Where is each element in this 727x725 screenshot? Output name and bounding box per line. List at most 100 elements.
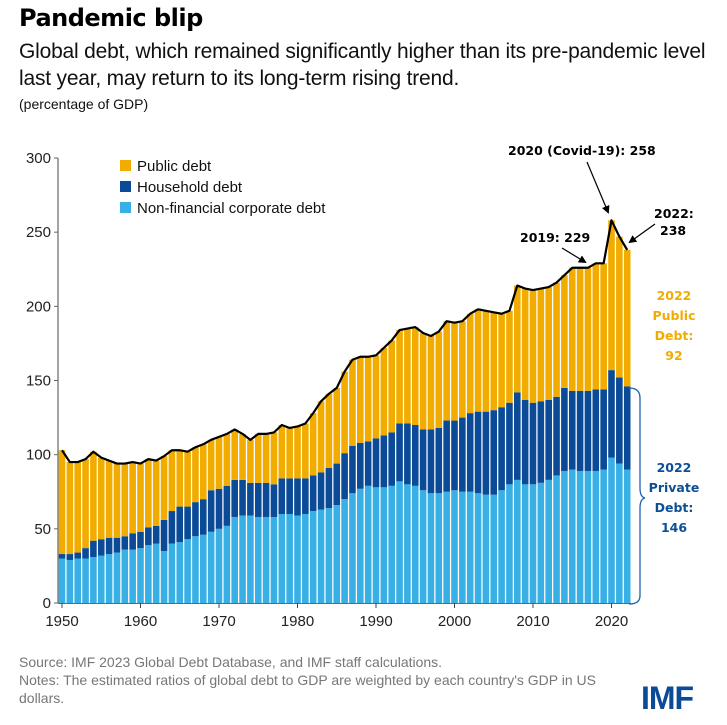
bar-corporate-2005 xyxy=(490,494,498,603)
bar-public-2022 xyxy=(623,249,631,387)
bar-corporate-1951 xyxy=(66,559,74,603)
bar-household-1971 xyxy=(223,485,231,526)
annotations-group: 2019: 229 2020 (Covid-19): 258 2022: 238 xyxy=(508,143,694,264)
bar-corporate-1998 xyxy=(435,493,443,603)
annotation-2019: 2019: 229 xyxy=(520,230,590,245)
legend-swatch-corporate xyxy=(120,202,131,213)
bar-corporate-1979 xyxy=(286,514,293,603)
bar-public-1979 xyxy=(286,427,293,479)
footer-notes: Source: IMF 2023 Global Debt Database, a… xyxy=(19,653,619,707)
bar-household-1986 xyxy=(341,453,348,500)
bar-household-1977 xyxy=(270,484,278,517)
bar-household-1983 xyxy=(317,472,325,510)
bar-corporate-1953 xyxy=(82,558,89,603)
bar-public-1957 xyxy=(113,463,121,538)
x-tick-label-1970: 1970 xyxy=(202,613,235,630)
bar-household-1982 xyxy=(309,475,317,512)
bar-corporate-1983 xyxy=(317,509,325,603)
bar-public-1984 xyxy=(325,393,333,469)
bar-corporate-1964 xyxy=(168,543,176,603)
bar-household-2020 xyxy=(608,370,615,458)
bar-corporate-1958 xyxy=(121,549,129,603)
bar-household-2001 xyxy=(459,417,466,492)
bar-public-2018 xyxy=(592,263,600,390)
private-debt-label-line4: 146 xyxy=(661,520,687,535)
bar-public-1971 xyxy=(223,433,231,486)
bar-corporate-1986 xyxy=(341,499,348,603)
bar-corporate-1967 xyxy=(192,536,199,603)
annotation-2020-arrow xyxy=(586,161,610,214)
bar-public-1964 xyxy=(168,450,176,512)
bar-corporate-2022 xyxy=(623,469,631,603)
bar-corporate-1988 xyxy=(357,488,364,603)
bar-corporate-1984 xyxy=(325,508,333,603)
bar-corporate-1997 xyxy=(427,493,435,603)
bar-public-1996 xyxy=(419,333,427,430)
bar-household-1993 xyxy=(396,423,403,482)
bar-public-1968 xyxy=(200,444,207,500)
bar-corporate-1968 xyxy=(200,534,207,603)
bar-household-2014 xyxy=(561,387,568,471)
bar-public-2006 xyxy=(498,313,505,408)
bar-household-1963 xyxy=(160,519,168,552)
bar-public-1963 xyxy=(160,456,168,520)
annotation-2022-arrow xyxy=(628,223,656,244)
public-debt-label-line1: 2022 xyxy=(657,288,692,303)
bar-household-1965 xyxy=(176,506,184,543)
bar-household-1960 xyxy=(137,531,144,549)
bar-household-1951 xyxy=(66,554,74,560)
chart-subtitle: Global debt, which remained significantl… xyxy=(19,40,706,90)
y-tick-label-50: 50 xyxy=(34,521,51,538)
bar-corporate-1952 xyxy=(74,558,81,603)
public-debt-label-line3: Debt: xyxy=(655,328,694,343)
bar-household-1956 xyxy=(105,537,113,555)
bar-household-1980 xyxy=(294,478,301,516)
bar-public-1991 xyxy=(380,347,388,436)
bar-household-1954 xyxy=(90,540,97,558)
bar-corporate-1981 xyxy=(302,514,309,603)
bar-corporate-1994 xyxy=(404,484,411,603)
bar-household-1999 xyxy=(443,420,450,492)
bar-corporate-2003 xyxy=(474,493,482,603)
y-tick-label-0: 0 xyxy=(43,595,51,612)
bar-public-1989 xyxy=(364,356,372,442)
bar-household-2004 xyxy=(482,411,490,495)
bar-corporate-1990 xyxy=(372,487,380,603)
y-tick-label-250: 250 xyxy=(26,224,51,241)
bar-public-1982 xyxy=(309,413,317,476)
bar-corporate-1954 xyxy=(90,557,97,603)
bar-corporate-1978 xyxy=(278,514,286,603)
bars-group xyxy=(58,220,631,603)
bar-household-2003 xyxy=(474,411,482,494)
bar-corporate-2017 xyxy=(584,470,592,603)
bar-corporate-1961 xyxy=(145,545,152,603)
imf-logo: IMF xyxy=(641,680,694,716)
bar-household-2022 xyxy=(623,386,631,470)
bar-public-1985 xyxy=(333,387,341,464)
bar-corporate-1985 xyxy=(333,505,341,603)
bar-corporate-1995 xyxy=(411,485,419,603)
bar-public-1974 xyxy=(247,439,254,483)
bar-corporate-2018 xyxy=(592,470,600,603)
bar-public-1980 xyxy=(294,426,301,479)
bar-corporate-1965 xyxy=(176,542,184,603)
legend-swatch-household xyxy=(120,181,131,192)
bar-public-1995 xyxy=(411,327,419,425)
bar-corporate-1989 xyxy=(364,485,372,603)
bar-public-1977 xyxy=(270,432,278,485)
bar-corporate-1971 xyxy=(223,525,231,603)
bar-public-1988 xyxy=(357,356,364,443)
bar-public-1958 xyxy=(121,463,129,537)
bar-household-1996 xyxy=(419,429,427,491)
bar-household-1975 xyxy=(254,482,262,517)
bar-household-1992 xyxy=(388,432,395,486)
bar-public-2005 xyxy=(490,312,498,411)
bar-public-1950 xyxy=(58,450,66,555)
bar-public-1970 xyxy=(215,436,223,489)
bar-corporate-2009 xyxy=(521,484,529,603)
bar-corporate-1956 xyxy=(105,554,113,603)
private-debt-brace xyxy=(628,387,646,605)
bar-public-2011 xyxy=(537,288,545,402)
bar-public-1994 xyxy=(404,328,411,424)
bar-public-1952 xyxy=(74,462,81,553)
